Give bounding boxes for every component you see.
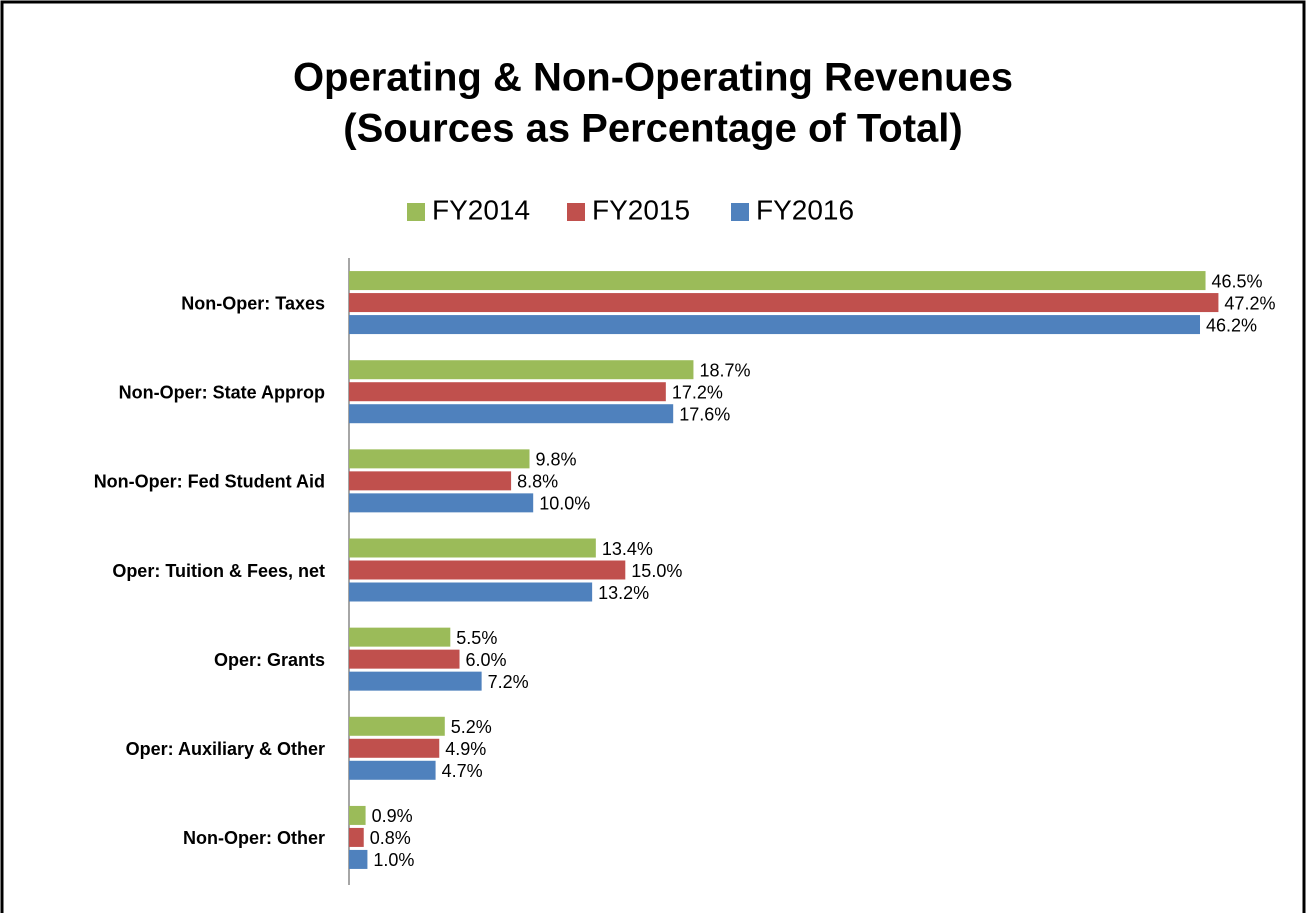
bar — [349, 671, 482, 691]
bar — [349, 493, 534, 513]
value-label: 4.7% — [442, 761, 483, 781]
bar — [349, 315, 1201, 335]
legend-label: FY2014 — [432, 194, 530, 225]
value-label: 5.5% — [456, 628, 497, 648]
bar — [349, 849, 368, 869]
y-tick-label: Oper: Auxiliary & Other — [126, 739, 325, 759]
value-label: 4.9% — [445, 739, 486, 759]
y-tick-label: Non-Oper: Taxes — [181, 293, 325, 313]
bar — [349, 271, 1206, 291]
bar — [349, 360, 694, 380]
bar — [349, 827, 364, 847]
y-tick-label: Oper: Tuition & Fees, net — [112, 561, 325, 581]
bar — [349, 449, 530, 469]
bar — [349, 382, 666, 402]
bar — [349, 560, 626, 580]
value-label: 5.2% — [451, 717, 492, 737]
value-label: 47.2% — [1224, 293, 1275, 313]
y-tick-label: Non-Oper: Fed Student Aid — [94, 472, 325, 492]
legend-swatch — [407, 203, 425, 221]
legend-label: FY2015 — [592, 194, 690, 225]
y-tick-label: Non-Oper: Other — [183, 828, 325, 848]
value-label: 7.2% — [488, 672, 529, 692]
bar — [349, 716, 445, 736]
value-label: 46.5% — [1212, 271, 1263, 291]
y-tick-label: Oper: Grants — [214, 650, 325, 670]
value-label: 13.4% — [602, 539, 653, 559]
value-label: 0.8% — [370, 828, 411, 848]
chart-subtitle: (Sources as Percentage of Total) — [343, 107, 962, 151]
bar — [349, 404, 674, 424]
y-tick-label: Non-Oper: State Approp — [119, 382, 325, 402]
value-label: 18.7% — [699, 360, 750, 380]
bar — [349, 738, 440, 758]
value-label: 17.6% — [679, 404, 730, 424]
bar — [349, 582, 593, 602]
chart-title: Operating & Non-Operating Revenues — [293, 56, 1013, 100]
legend-swatch — [567, 203, 585, 221]
legend-label: FY2016 — [756, 194, 854, 225]
bar — [349, 471, 512, 491]
bar — [349, 760, 436, 780]
value-label: 1.0% — [373, 850, 414, 870]
bar — [349, 538, 596, 558]
value-label: 9.8% — [536, 450, 577, 470]
value-label: 46.2% — [1206, 315, 1257, 335]
value-label: 10.0% — [539, 494, 590, 514]
value-label: 6.0% — [466, 650, 507, 670]
value-label: 15.0% — [631, 561, 682, 581]
bar — [349, 805, 366, 825]
bar — [349, 627, 451, 647]
value-label: 17.2% — [672, 382, 723, 402]
value-label: 8.8% — [517, 472, 558, 492]
legend-swatch — [731, 203, 749, 221]
bar — [349, 293, 1219, 313]
bar — [349, 649, 460, 669]
value-label: 0.9% — [372, 806, 413, 826]
value-label: 13.2% — [598, 583, 649, 603]
